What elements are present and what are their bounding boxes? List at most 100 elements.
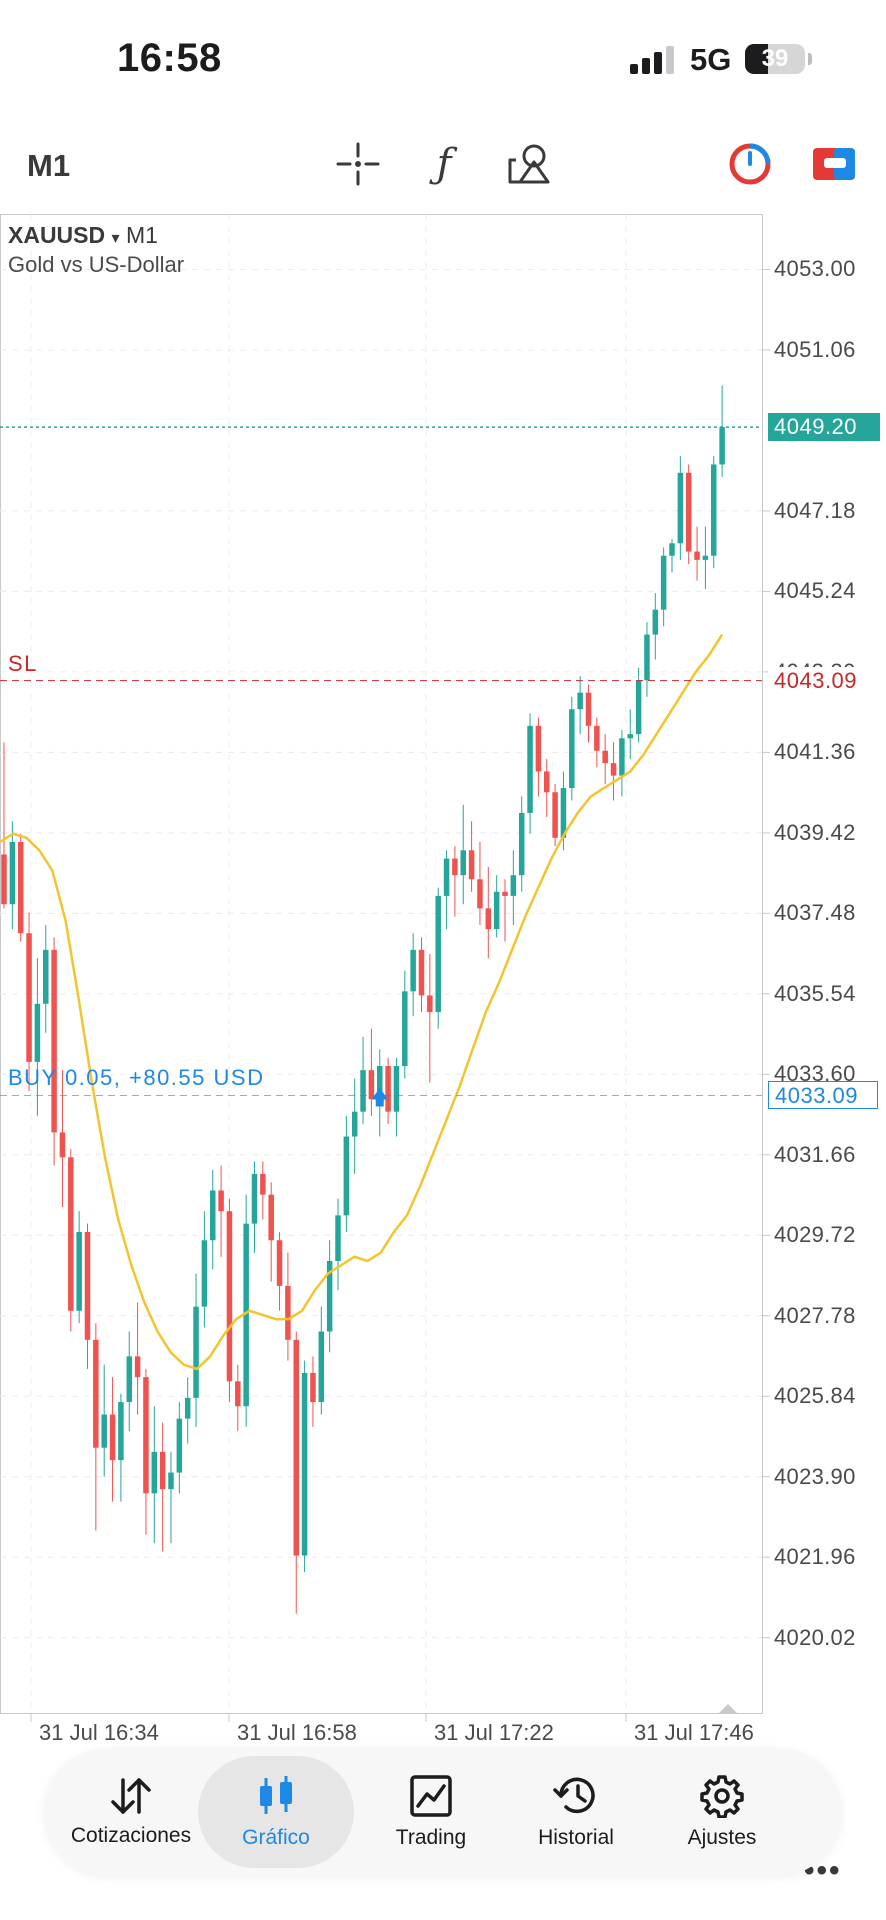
candle-body <box>377 1066 383 1100</box>
nav-trading[interactable]: Trading <box>353 1756 509 1868</box>
candle-body <box>694 551 700 560</box>
objects-icon[interactable] <box>504 138 556 190</box>
candle-body <box>151 1451 158 1494</box>
symbol-selector[interactable]: XAUUSD ▾ M1 <box>8 222 158 249</box>
battery-level: 39 <box>761 45 789 72</box>
nav-history[interactable]: Historial <box>498 1756 654 1868</box>
sl-line-label[interactable]: SL <box>8 650 38 676</box>
price-axis-label: 4041.36 <box>774 739 856 765</box>
price-axis-label: 4023.90 <box>774 1463 856 1489</box>
candle-body <box>109 1414 116 1461</box>
price-axis-label: 4027.78 <box>774 1302 856 1328</box>
candle-body <box>594 725 600 751</box>
candle-body <box>577 692 583 710</box>
candle-body <box>59 1132 66 1158</box>
candle-body <box>485 908 492 930</box>
status-time: 16:58 <box>117 36 222 80</box>
buy-arrow-icon-stem <box>375 1098 384 1107</box>
candle-body <box>610 763 617 776</box>
candle-body <box>468 850 475 880</box>
candle-body <box>310 1373 316 1403</box>
crosshair-icon[interactable] <box>332 138 384 190</box>
candle-body <box>251 1173 258 1224</box>
candle-body <box>669 543 675 556</box>
plot-frame <box>0 214 763 1714</box>
time-axis-label: 31 Jul 17:46 <box>634 1720 754 1745</box>
candle-body <box>210 1190 216 1241</box>
candle-body <box>660 555 667 610</box>
candle-body <box>711 464 717 556</box>
candle-body <box>84 1231 91 1340</box>
nav-quotes[interactable]: Cotizaciones <box>53 1756 209 1868</box>
nav-label: Historial <box>538 1826 614 1849</box>
candle-body <box>368 1070 375 1100</box>
price-axis-label: 4021.96 <box>774 1544 856 1570</box>
candle-body <box>619 738 625 776</box>
window-icon[interactable] <box>808 138 860 190</box>
candle-body <box>443 858 450 896</box>
price-axis-label: 4025.84 <box>774 1383 856 1409</box>
candle-body <box>719 427 725 465</box>
candle-body <box>118 1402 124 1461</box>
symbol-timeframe: M1 <box>125 222 158 248</box>
candle-body <box>385 1066 391 1112</box>
timeframe-button[interactable]: M1 <box>27 148 71 183</box>
nav-settings[interactable]: Ajustes <box>644 1756 800 1868</box>
candle-body <box>493 891 500 930</box>
candle-body <box>427 995 433 1013</box>
candle-body <box>518 812 525 876</box>
nav-label: Gráfico <box>242 1826 310 1849</box>
candle-body <box>93 1339 99 1448</box>
candle-body <box>184 1397 191 1419</box>
nav-label: Ajustes <box>687 1826 757 1849</box>
candle-body <box>569 709 575 789</box>
price-chart[interactable]: XAUUSD ▾ M1 Gold vs US-Dollar 4053.00 405… <box>0 214 886 1887</box>
nav-chart[interactable]: Gráfico <box>198 1756 354 1868</box>
scroll-end-icon <box>718 1704 738 1714</box>
time-axis-label: 31 Jul 16:58 <box>237 1720 357 1745</box>
candle-body <box>360 1070 366 1112</box>
candle-body <box>644 634 650 681</box>
candle-body <box>560 788 567 838</box>
price-axis-label: 4031.66 <box>774 1141 856 1167</box>
candle-body <box>76 1231 82 1311</box>
battery-cap <box>808 53 812 65</box>
candle-body <box>410 949 416 992</box>
candle-body <box>452 858 458 876</box>
price-axis-label: 4020.02 <box>774 1624 856 1650</box>
status-bar: 16:58 5G 39 <box>0 0 886 120</box>
candle-body <box>460 850 466 876</box>
candle-body <box>26 933 32 1062</box>
candle-body <box>585 692 592 726</box>
nav-label: Cotizaciones <box>70 1824 192 1847</box>
network-type: 5G <box>690 42 732 77</box>
candle-body <box>318 1331 325 1403</box>
candle-body <box>510 875 517 896</box>
candle-body <box>101 1414 107 1448</box>
candle-body <box>652 609 659 635</box>
candle-body <box>402 991 408 1067</box>
candle-body <box>1 854 7 905</box>
trade-clock-icon[interactable] <box>724 138 776 190</box>
chart-canvas[interactable] <box>0 214 886 1734</box>
buy-arrow-icon <box>371 1087 388 1100</box>
candle-body <box>34 1003 41 1062</box>
candle-body <box>502 891 508 896</box>
time-axis-label: 31 Jul 16:34 <box>39 1720 159 1745</box>
price-axis-label: 4047.18 <box>774 497 856 523</box>
time-axis-label: 31 Jul 17:22 <box>434 1720 554 1745</box>
candle-body <box>627 734 633 739</box>
candle-body <box>218 1190 224 1212</box>
indicators-icon[interactable]: ƒ <box>436 141 452 187</box>
candle-body <box>268 1194 274 1241</box>
candle-body <box>351 1111 358 1137</box>
candle-body <box>9 841 16 905</box>
price-axis-label: 4039.42 <box>774 819 856 845</box>
candle-body <box>343 1136 350 1216</box>
signal-icon <box>630 46 674 74</box>
trading-icon <box>410 1775 452 1817</box>
candle-body <box>335 1215 341 1261</box>
candle-body <box>43 949 49 1004</box>
candle-body <box>51 949 57 1133</box>
buy-position-label[interactable]: BUY 0.05, +80.55 USD <box>8 1065 265 1091</box>
